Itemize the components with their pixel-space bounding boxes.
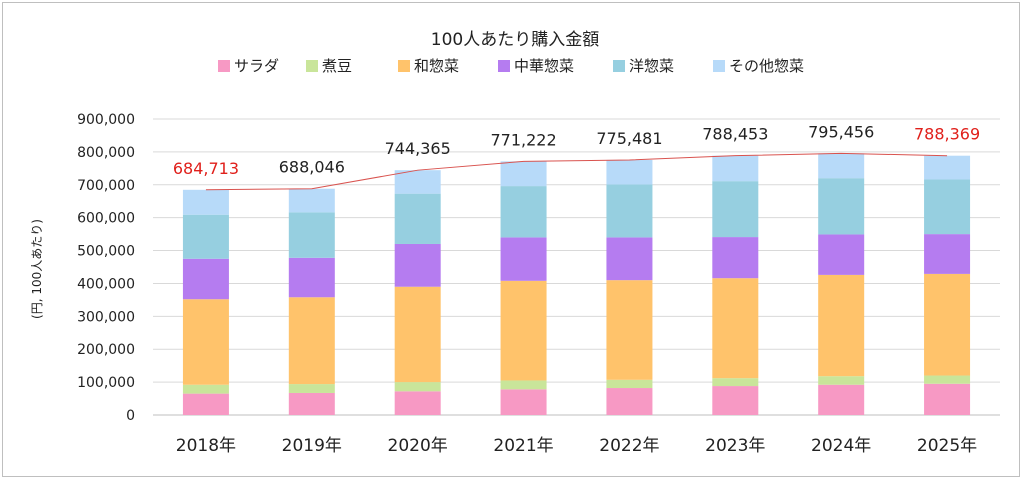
y-tick-label: 600,000 — [77, 211, 135, 227]
bar-segment — [288, 188, 335, 213]
x-tick-label: 2019年 — [282, 436, 342, 456]
chart-title: 100人あたり購入金額 — [431, 30, 599, 50]
bar-segment — [606, 184, 653, 238]
total-value-label: 795,456 — [808, 122, 874, 141]
bar-segment — [818, 274, 865, 377]
bar-segment — [182, 299, 229, 385]
bar-segment — [394, 170, 441, 194]
x-axis-ticks: 2018年 2019年 2020年 2021年 2022年 2023年 2024年 2025年 — [176, 436, 977, 456]
total-line — [205, 152, 948, 191]
y-tick-label: 0 — [126, 408, 135, 424]
bar-segment — [712, 181, 759, 238]
bar-segment — [500, 389, 547, 415]
bar-segment — [712, 386, 759, 415]
bar-segment — [288, 392, 335, 415]
bar-segment — [606, 280, 653, 380]
bar-segment — [500, 280, 547, 381]
legend-swatch — [498, 60, 510, 72]
bar-segment — [924, 273, 971, 376]
legend-label: 洋惣菜 — [629, 57, 674, 75]
bar-segment — [288, 297, 335, 385]
y-tick-label: 300,000 — [77, 309, 135, 325]
x-tick-label: 2020年 — [388, 436, 448, 456]
bar-segment — [818, 384, 865, 415]
bar-segment — [924, 383, 971, 415]
y-tick-label: 100,000 — [77, 375, 135, 391]
bar-segment — [818, 153, 865, 179]
total-value-label: 775,481 — [596, 129, 662, 148]
bar-segment — [606, 379, 653, 389]
legend-label: 和惣菜 — [414, 57, 459, 75]
bar-segment — [394, 193, 441, 244]
bar-segment — [924, 375, 971, 384]
bar-segment — [606, 388, 653, 415]
bar-segment — [500, 161, 547, 187]
legend-swatch — [398, 60, 410, 72]
bar-segment — [606, 159, 653, 185]
bar-segment — [394, 382, 441, 392]
total-labels: 684,713 688,046 744,365 771,222 775,481 788,4… — [173, 122, 980, 177]
total-polyline — [205, 152, 948, 191]
bar-segment — [818, 178, 865, 235]
x-tick-label: 2021年 — [493, 436, 553, 456]
total-value-label: 684,713 — [173, 159, 239, 178]
bar-segment — [394, 391, 441, 415]
x-tick-label: 2022年 — [599, 436, 659, 456]
x-tick-label: 2024年 — [811, 436, 871, 456]
bar-segment — [500, 186, 547, 238]
y-tick-label: 500,000 — [77, 244, 135, 260]
y-axis-label: (円, 100人あたり) — [30, 219, 44, 319]
stacked-bar-chart: 100人あたり購入金額 サラダ 煮豆 和惣菜 中華惣菜 洋惣菜 その他惣菜 (円, 100… — [30, 30, 1000, 456]
x-tick-label: 2018年 — [176, 436, 236, 456]
total-value-label: 688,046 — [279, 158, 345, 177]
y-tick-label: 400,000 — [77, 276, 135, 292]
bar-segment — [182, 393, 229, 415]
legend-label: サラダ — [234, 57, 279, 75]
bar-segment — [712, 237, 759, 279]
bar-segment — [182, 189, 229, 215]
legend-label: 中華惣菜 — [514, 57, 574, 75]
bar-segment — [924, 179, 971, 235]
y-tick-label: 200,000 — [77, 342, 135, 358]
y-tick-label: 900,000 — [77, 112, 135, 128]
bar-segment — [712, 155, 759, 182]
bar-segment — [606, 237, 653, 281]
legend-swatch — [713, 60, 725, 72]
bar-segment — [394, 286, 441, 383]
bar-segment — [182, 384, 229, 394]
total-value-label: 744,365 — [385, 139, 451, 158]
bar-segment — [818, 234, 865, 275]
y-tick-label: 800,000 — [77, 145, 135, 161]
y-axis-ticks: 0 100,000 200,000 300,000 400,000 500,000 600,… — [77, 112, 135, 424]
bar-segment — [712, 378, 759, 387]
total-value-label: 788,453 — [702, 125, 768, 144]
legend-swatch — [613, 60, 625, 72]
legend-swatch — [306, 60, 318, 72]
bar-segment — [500, 380, 547, 390]
bar-segment — [288, 257, 335, 298]
bar-segment — [924, 234, 971, 274]
x-tick-label: 2023年 — [705, 436, 765, 456]
y-tick-label: 700,000 — [77, 178, 135, 194]
bar-segment — [394, 243, 441, 287]
bar-segment — [924, 155, 971, 180]
legend-label: その他惣菜 — [729, 57, 804, 75]
legend: サラダ 煮豆 和惣菜 中華惣菜 洋惣菜 その他惣菜 — [218, 57, 804, 75]
bar-segment — [500, 237, 547, 281]
x-tick-label: 2025年 — [917, 436, 977, 456]
bar-segment — [288, 384, 335, 393]
legend-label: 煮豆 — [322, 57, 352, 75]
bars — [182, 153, 971, 415]
bar-segment — [288, 212, 335, 258]
total-value-label: 788,369 — [914, 125, 980, 144]
bar-segment — [712, 278, 759, 379]
total-value-label: 771,222 — [490, 130, 556, 149]
bar-segment — [182, 258, 229, 300]
legend-swatch — [218, 60, 230, 72]
bar-segment — [818, 376, 865, 385]
bar-segment — [182, 214, 229, 259]
